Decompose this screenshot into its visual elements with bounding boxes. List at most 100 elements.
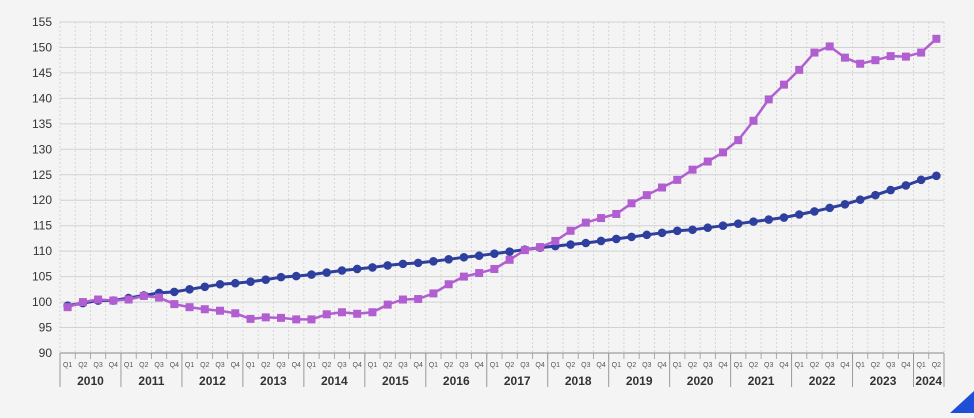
data-point [657,228,667,238]
quarter-tick-label: Q4 [109,362,118,369]
data-point [490,249,499,258]
data-point [231,309,240,318]
quarter-tick-label: Q4 [657,362,666,369]
data-point [596,236,606,246]
year-label: 2015 [382,374,409,388]
data-point [597,214,606,223]
data-point [688,225,697,235]
year-label: 2020 [687,374,714,388]
data-point [230,278,240,288]
data-point [856,59,865,68]
y-tick-label: 155 [32,15,52,29]
data-point [368,263,377,272]
data-point [215,279,225,289]
data-point [672,226,682,236]
data-point [368,308,377,317]
quarter-tick-label: Q4 [170,362,179,369]
quarter-tick-label: Q2 [810,362,819,369]
year-label: 2012 [199,374,226,388]
data-point [337,308,346,317]
gridlines [59,21,945,354]
data-point [886,52,895,61]
data-point [901,52,910,61]
data-point [261,313,270,322]
data-point [322,310,331,319]
data-point [155,293,164,302]
data-point [840,53,849,62]
data-point [932,34,941,43]
quarter-tick-label: Q2 [932,362,941,369]
year-label: 2019 [626,374,653,388]
quarter-tick-label: Q1 [673,362,682,369]
quarter-tick-label: Q3 [581,362,590,369]
data-point [642,191,651,200]
data-point [291,271,301,281]
brand-corner-mark [950,391,974,413]
data-point [734,136,743,145]
series-group [63,34,941,324]
data-point [718,221,728,230]
data-point [490,264,499,273]
data-point [292,315,301,324]
data-point [216,306,225,315]
quarter-tick-label: Q3 [703,362,712,369]
y-tick-label: 140 [32,91,52,105]
data-point [581,238,591,248]
data-point [444,280,453,289]
quarter-tick-label: Q1 [856,362,865,369]
data-point [627,232,636,242]
year-label: 2024 [915,374,942,388]
data-point [170,287,179,297]
data-point [459,272,468,281]
data-point [200,305,209,314]
data-point [398,259,408,269]
quarter-tick-label: Q2 [505,362,514,369]
data-point [353,309,362,318]
data-point [764,95,773,104]
quarter-tick-label: Q3 [764,362,773,369]
data-point [139,291,148,300]
y-tick-label: 110 [33,244,52,258]
year-label: 2014 [321,374,348,388]
year-label: 2013 [260,374,287,388]
quarter-tick-label: Q2 [444,362,453,369]
data-point [795,65,804,74]
y-tick-label: 150 [32,40,52,54]
year-label: 2016 [443,374,470,388]
quarter-tick-label: Q3 [215,362,224,369]
data-point [352,264,362,274]
quarter-tick-label: Q4 [231,362,240,369]
y-tick-label: 120 [32,193,52,207]
quarter-tick-label: Q2 [566,362,575,369]
year-label: 2017 [504,374,531,388]
data-point [917,48,926,57]
quarter-tick-label: Q3 [825,362,834,369]
quarter-tick-label: Q4 [414,362,423,369]
data-point [612,209,621,218]
data-point [459,252,469,262]
quarter-tick-label: Q1 [185,362,194,369]
data-point [688,165,697,174]
quarter-tick-label: Q3 [276,362,285,369]
quarter-tick-label: Q4 [596,362,605,369]
quarter-tick-label: Q1 [916,362,925,369]
year-label: 2011 [138,374,164,388]
data-point [322,268,332,277]
data-point [932,171,941,181]
data-point [901,181,911,190]
y-tick-label: 105 [32,270,52,284]
y-tick-label: 115 [33,219,52,233]
quarter-tick-label: Q1 [734,362,743,369]
quarter-tick-label: Q3 [93,362,102,369]
data-point [246,314,255,323]
data-point [810,207,819,216]
quarter-tick-label: Q4 [901,362,910,369]
data-point [124,295,133,304]
data-point [109,296,118,305]
data-point [383,261,392,270]
data-point [398,295,407,304]
data-point [277,313,285,322]
quarter-tick-label: Q1 [795,362,804,369]
